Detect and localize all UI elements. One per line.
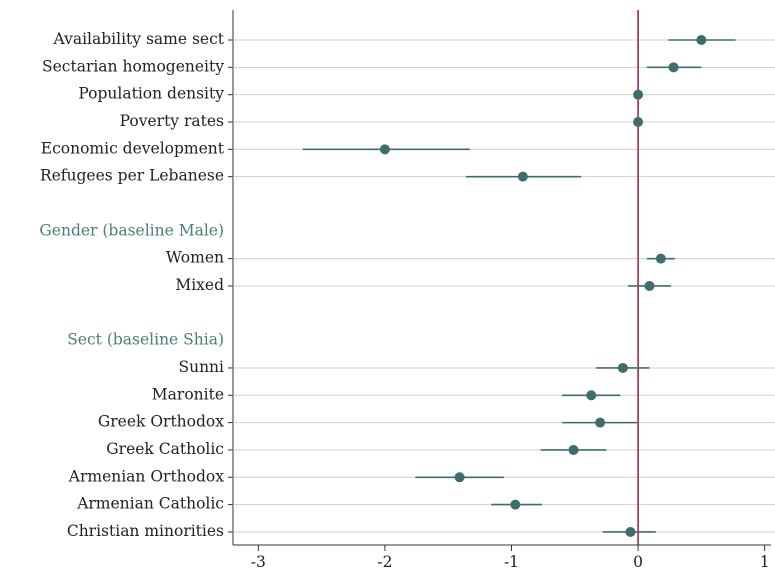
y-tick-label: Greek Orthodox xyxy=(98,413,224,431)
y-tick-label: Sunni xyxy=(178,358,224,376)
point-estimate xyxy=(595,417,606,428)
y-tick-label: Refugees per Lebanese xyxy=(40,167,224,185)
y-tick-label: Sectarian homogeneity xyxy=(42,57,224,75)
group-header: Sect (baseline Shia) xyxy=(67,331,224,349)
point-estimate xyxy=(517,171,528,182)
point-estimate xyxy=(454,472,465,483)
y-tick-label: Population density xyxy=(78,85,224,103)
y-tick-label: Economic development xyxy=(41,139,225,157)
point-estimate xyxy=(633,116,644,127)
point-estimate xyxy=(617,362,628,373)
y-tick-label: Availability same sect xyxy=(53,30,225,48)
point-estimate xyxy=(625,526,636,537)
y-tick-label: Armenian Orthodox xyxy=(68,467,224,485)
y-tick-label: Mixed xyxy=(175,276,224,294)
point-estimate xyxy=(568,444,579,455)
y-tick-label: Poverty rates xyxy=(120,112,224,130)
point-estimate xyxy=(696,35,707,45)
point-estimate xyxy=(510,499,521,510)
point-estimate xyxy=(379,144,390,155)
x-tick-label: -2 xyxy=(377,553,392,571)
y-tick-label: Greek Catholic xyxy=(106,440,224,458)
x-tick-label: 0 xyxy=(633,553,643,571)
point-estimate xyxy=(586,390,597,401)
y-tick-label: Maronite xyxy=(152,385,224,403)
point-estimate xyxy=(668,62,679,73)
x-tick-label: -3 xyxy=(251,553,266,571)
y-tick-label: Armenian Catholic xyxy=(76,495,224,513)
point-estimate xyxy=(655,253,666,264)
x-tick-label: -1 xyxy=(504,553,519,571)
y-tick-label: Women xyxy=(166,249,224,267)
x-tick-label: 1 xyxy=(760,553,770,571)
point-estimate xyxy=(633,89,644,100)
point-estimate xyxy=(644,280,655,291)
y-tick-label: Christian minorities xyxy=(67,522,224,540)
group-header: Gender (baseline Male) xyxy=(39,221,224,239)
